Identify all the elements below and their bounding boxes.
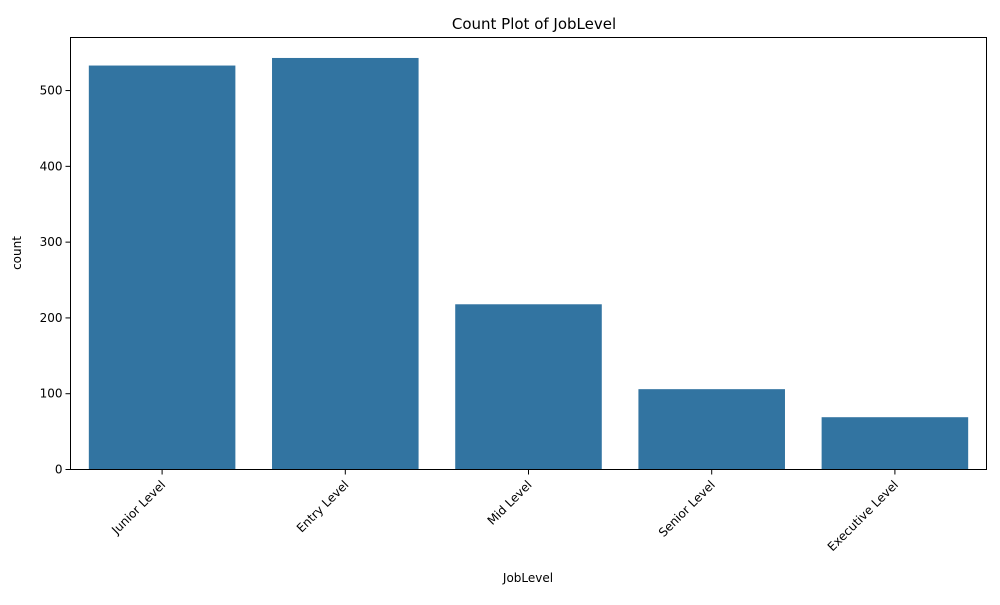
x-tick-label: Executive Level — [825, 478, 901, 554]
chart-title: Count Plot of JobLevel — [452, 15, 616, 33]
y-tick-label: 400 — [40, 159, 63, 173]
y-tick-label: 300 — [40, 235, 63, 249]
bars-layer — [88, 57, 969, 470]
y-tick-label: 100 — [40, 387, 63, 401]
bar-mid-level — [455, 304, 602, 470]
bar-senior-level — [638, 389, 785, 470]
y-tick-label: 0 — [55, 463, 63, 477]
bar-entry-level — [272, 57, 419, 470]
y-tick-label: 500 — [40, 84, 63, 98]
x-tick-label: Mid Level — [485, 478, 535, 528]
x-tick-label: Junior Level — [108, 478, 168, 538]
bar-junior-level — [88, 65, 236, 470]
x-tick-label: Senior Level — [656, 478, 718, 540]
x-axis-ticks: Junior Level Entry Level Mid Level Senior L… — [108, 469, 901, 554]
y-axis-label: count — [10, 236, 24, 270]
x-axis-label: JobLevel — [502, 571, 553, 585]
plot-frame — [70, 37, 987, 470]
y-tick-label: 200 — [40, 311, 63, 325]
y-axis-ticks: 0 100 200 300 400 500 — [40, 84, 71, 477]
x-tick-label: Entry Level — [294, 478, 352, 536]
bar-executive-level — [821, 417, 969, 470]
